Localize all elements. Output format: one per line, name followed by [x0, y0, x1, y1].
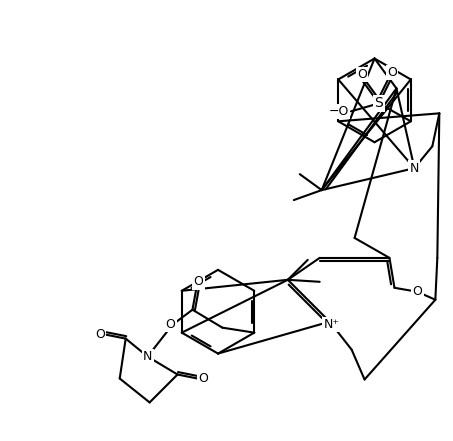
Text: N: N [410, 162, 419, 175]
Text: −O: −O [328, 105, 349, 118]
Text: O: O [193, 275, 203, 288]
Text: O: O [413, 285, 422, 298]
Text: N⁺: N⁺ [323, 318, 340, 331]
Text: O: O [387, 66, 397, 79]
Text: O: O [357, 68, 367, 81]
Text: O: O [198, 372, 208, 385]
Text: O: O [95, 328, 105, 341]
Text: N: N [143, 350, 152, 363]
Text: S: S [375, 97, 383, 110]
Text: O: O [166, 318, 175, 331]
